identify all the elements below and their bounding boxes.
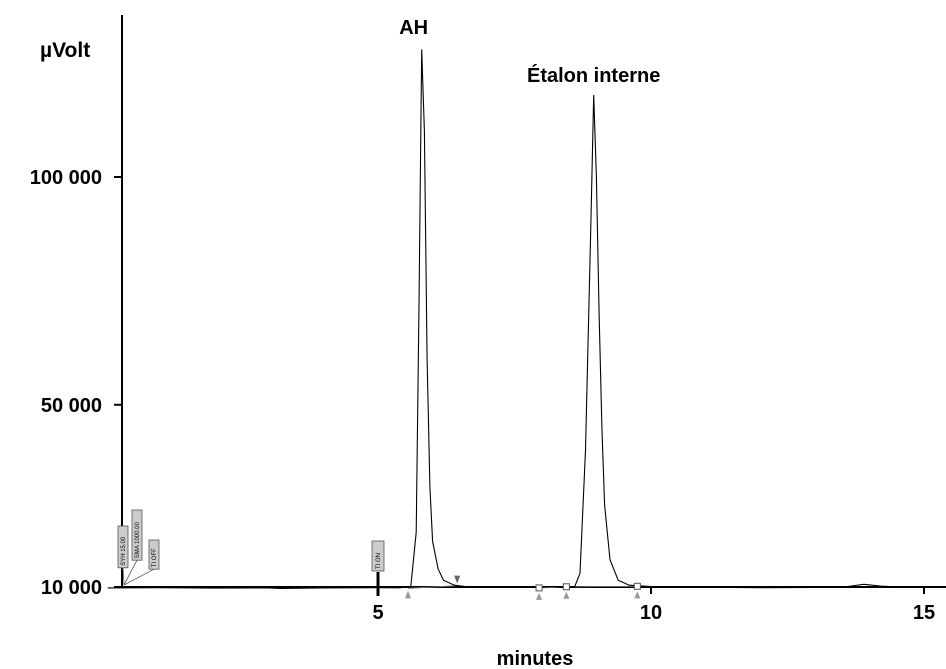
y-axis-label: µVolt bbox=[40, 39, 90, 62]
peak-labels: AH Étalon interne bbox=[399, 17, 660, 87]
y-ticks: 10 000 50 000 100 000 bbox=[30, 167, 122, 599]
event-label: TI ON bbox=[376, 553, 382, 569]
event-leader bbox=[122, 567, 125, 586]
event-leader bbox=[123, 568, 155, 586]
peak-boundary-tick bbox=[634, 591, 641, 599]
peak-label: Étalon interne bbox=[527, 64, 660, 87]
peak-markers bbox=[405, 575, 641, 600]
peak-boundary-marker bbox=[633, 582, 641, 590]
x-tick-label: 5 bbox=[372, 602, 383, 624]
peak-label: AH bbox=[399, 17, 428, 39]
event-markers: SYH 15.00 SMA 1000.00 TI OFF TI ON bbox=[117, 509, 385, 596]
x-axis-label: minutes bbox=[497, 648, 574, 669]
axes: 5 10 15 10 000 50 000 100 000 bbox=[30, 15, 946, 624]
x-ticks: 5 10 15 bbox=[372, 587, 935, 624]
event-leader bbox=[123, 560, 138, 586]
integration-baseline bbox=[408, 585, 458, 589]
peak-boundary-tick bbox=[536, 592, 543, 600]
x-tick-label: 15 bbox=[913, 602, 935, 624]
y-tick-label: 100 000 bbox=[30, 167, 102, 189]
event-label: TI OFF bbox=[152, 548, 158, 567]
chromatogram-trace bbox=[107, 49, 946, 589]
event-label: SYH 15.00 bbox=[121, 536, 127, 566]
peak-end-marker bbox=[454, 575, 461, 584]
peak-start-marker bbox=[405, 590, 412, 599]
x-tick-label: 10 bbox=[640, 602, 662, 624]
event-label: SMA 1000.00 bbox=[135, 522, 141, 559]
peak-boundary-marker bbox=[535, 584, 543, 592]
y-tick-label: 10 000 bbox=[41, 577, 102, 599]
peak-boundary-marker bbox=[562, 583, 570, 591]
y-tick-label: 50 000 bbox=[41, 395, 102, 417]
peak-boundary-tick bbox=[563, 591, 570, 599]
event-flag bbox=[371, 540, 385, 572]
